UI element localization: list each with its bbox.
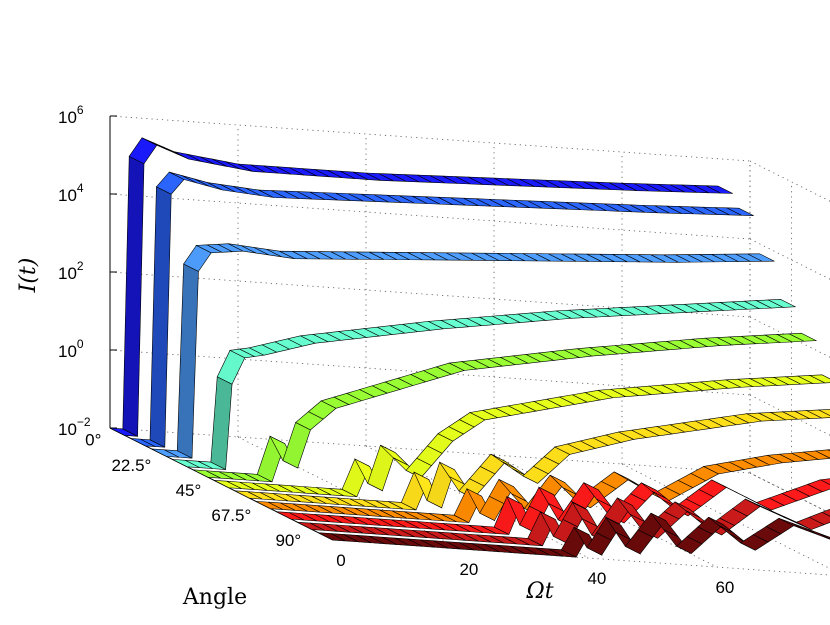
series-quad: [282, 422, 311, 469]
series-quad: [802, 450, 830, 460]
x-tick-label: 20: [459, 560, 478, 579]
series-ribbon: [193, 332, 818, 483]
z-axis-label: I(t): [16, 258, 41, 294]
tick-labels: 10−2 100 102 104 106 0° 22.5° 45° 67.5° 90° 0 20 40 6…: [58, 103, 734, 597]
z-tick-label: 106: [58, 103, 84, 127]
series-quad: [149, 186, 172, 448]
series-ribbon: [213, 374, 830, 498]
series-quad: [808, 374, 830, 384]
series-quad: [122, 155, 145, 437]
series-quad: [210, 376, 233, 470]
x-tick-label: 40: [587, 569, 606, 588]
series-quad: [804, 527, 830, 540]
series-quad: [705, 185, 733, 194]
series-quad: [726, 207, 754, 216]
series-quad: [826, 449, 830, 452]
series-quad: [814, 449, 830, 459]
grid-line: [109, 115, 751, 162]
series-quad: [181, 175, 210, 187]
z-tick-label: 10−2: [58, 415, 91, 439]
z-tick-label: 104: [58, 181, 84, 205]
series-quad: [821, 508, 830, 517]
y-tick-label: 90°: [275, 531, 301, 550]
x-tick-label: 60: [715, 578, 734, 597]
y-tick-label: 67.5°: [211, 506, 251, 525]
series-quad: [805, 409, 830, 419]
series-quad: [176, 263, 199, 459]
ribbon-series: [109, 137, 830, 558]
series-quad: [808, 511, 830, 525]
series-quad: [817, 532, 830, 540]
y-tick-label: 0°: [85, 431, 101, 450]
series-quad: [817, 409, 830, 416]
series-quad: [788, 332, 818, 342]
y-tick-label: 22.5°: [111, 456, 151, 475]
y-tick-label: 45°: [176, 481, 202, 500]
series-ribbon: [297, 497, 830, 547]
series-ribbon: [317, 512, 830, 558]
series-quad: [806, 479, 830, 493]
series-ribbon: [172, 299, 797, 470]
x-axis-label: Ωt: [525, 579, 553, 604]
series-ribbon: [109, 137, 733, 437]
series-quad: [747, 253, 775, 262]
z-tick-label: 102: [58, 259, 84, 283]
series-quad: [819, 478, 830, 485]
series-ribbon: [151, 243, 775, 459]
series-ribbon: [130, 171, 754, 448]
y-axis-label: Angle: [182, 585, 247, 610]
series-quad: [767, 299, 797, 308]
z-tick-label: 100: [58, 337, 84, 361]
x-tick-label: 0: [336, 551, 345, 570]
